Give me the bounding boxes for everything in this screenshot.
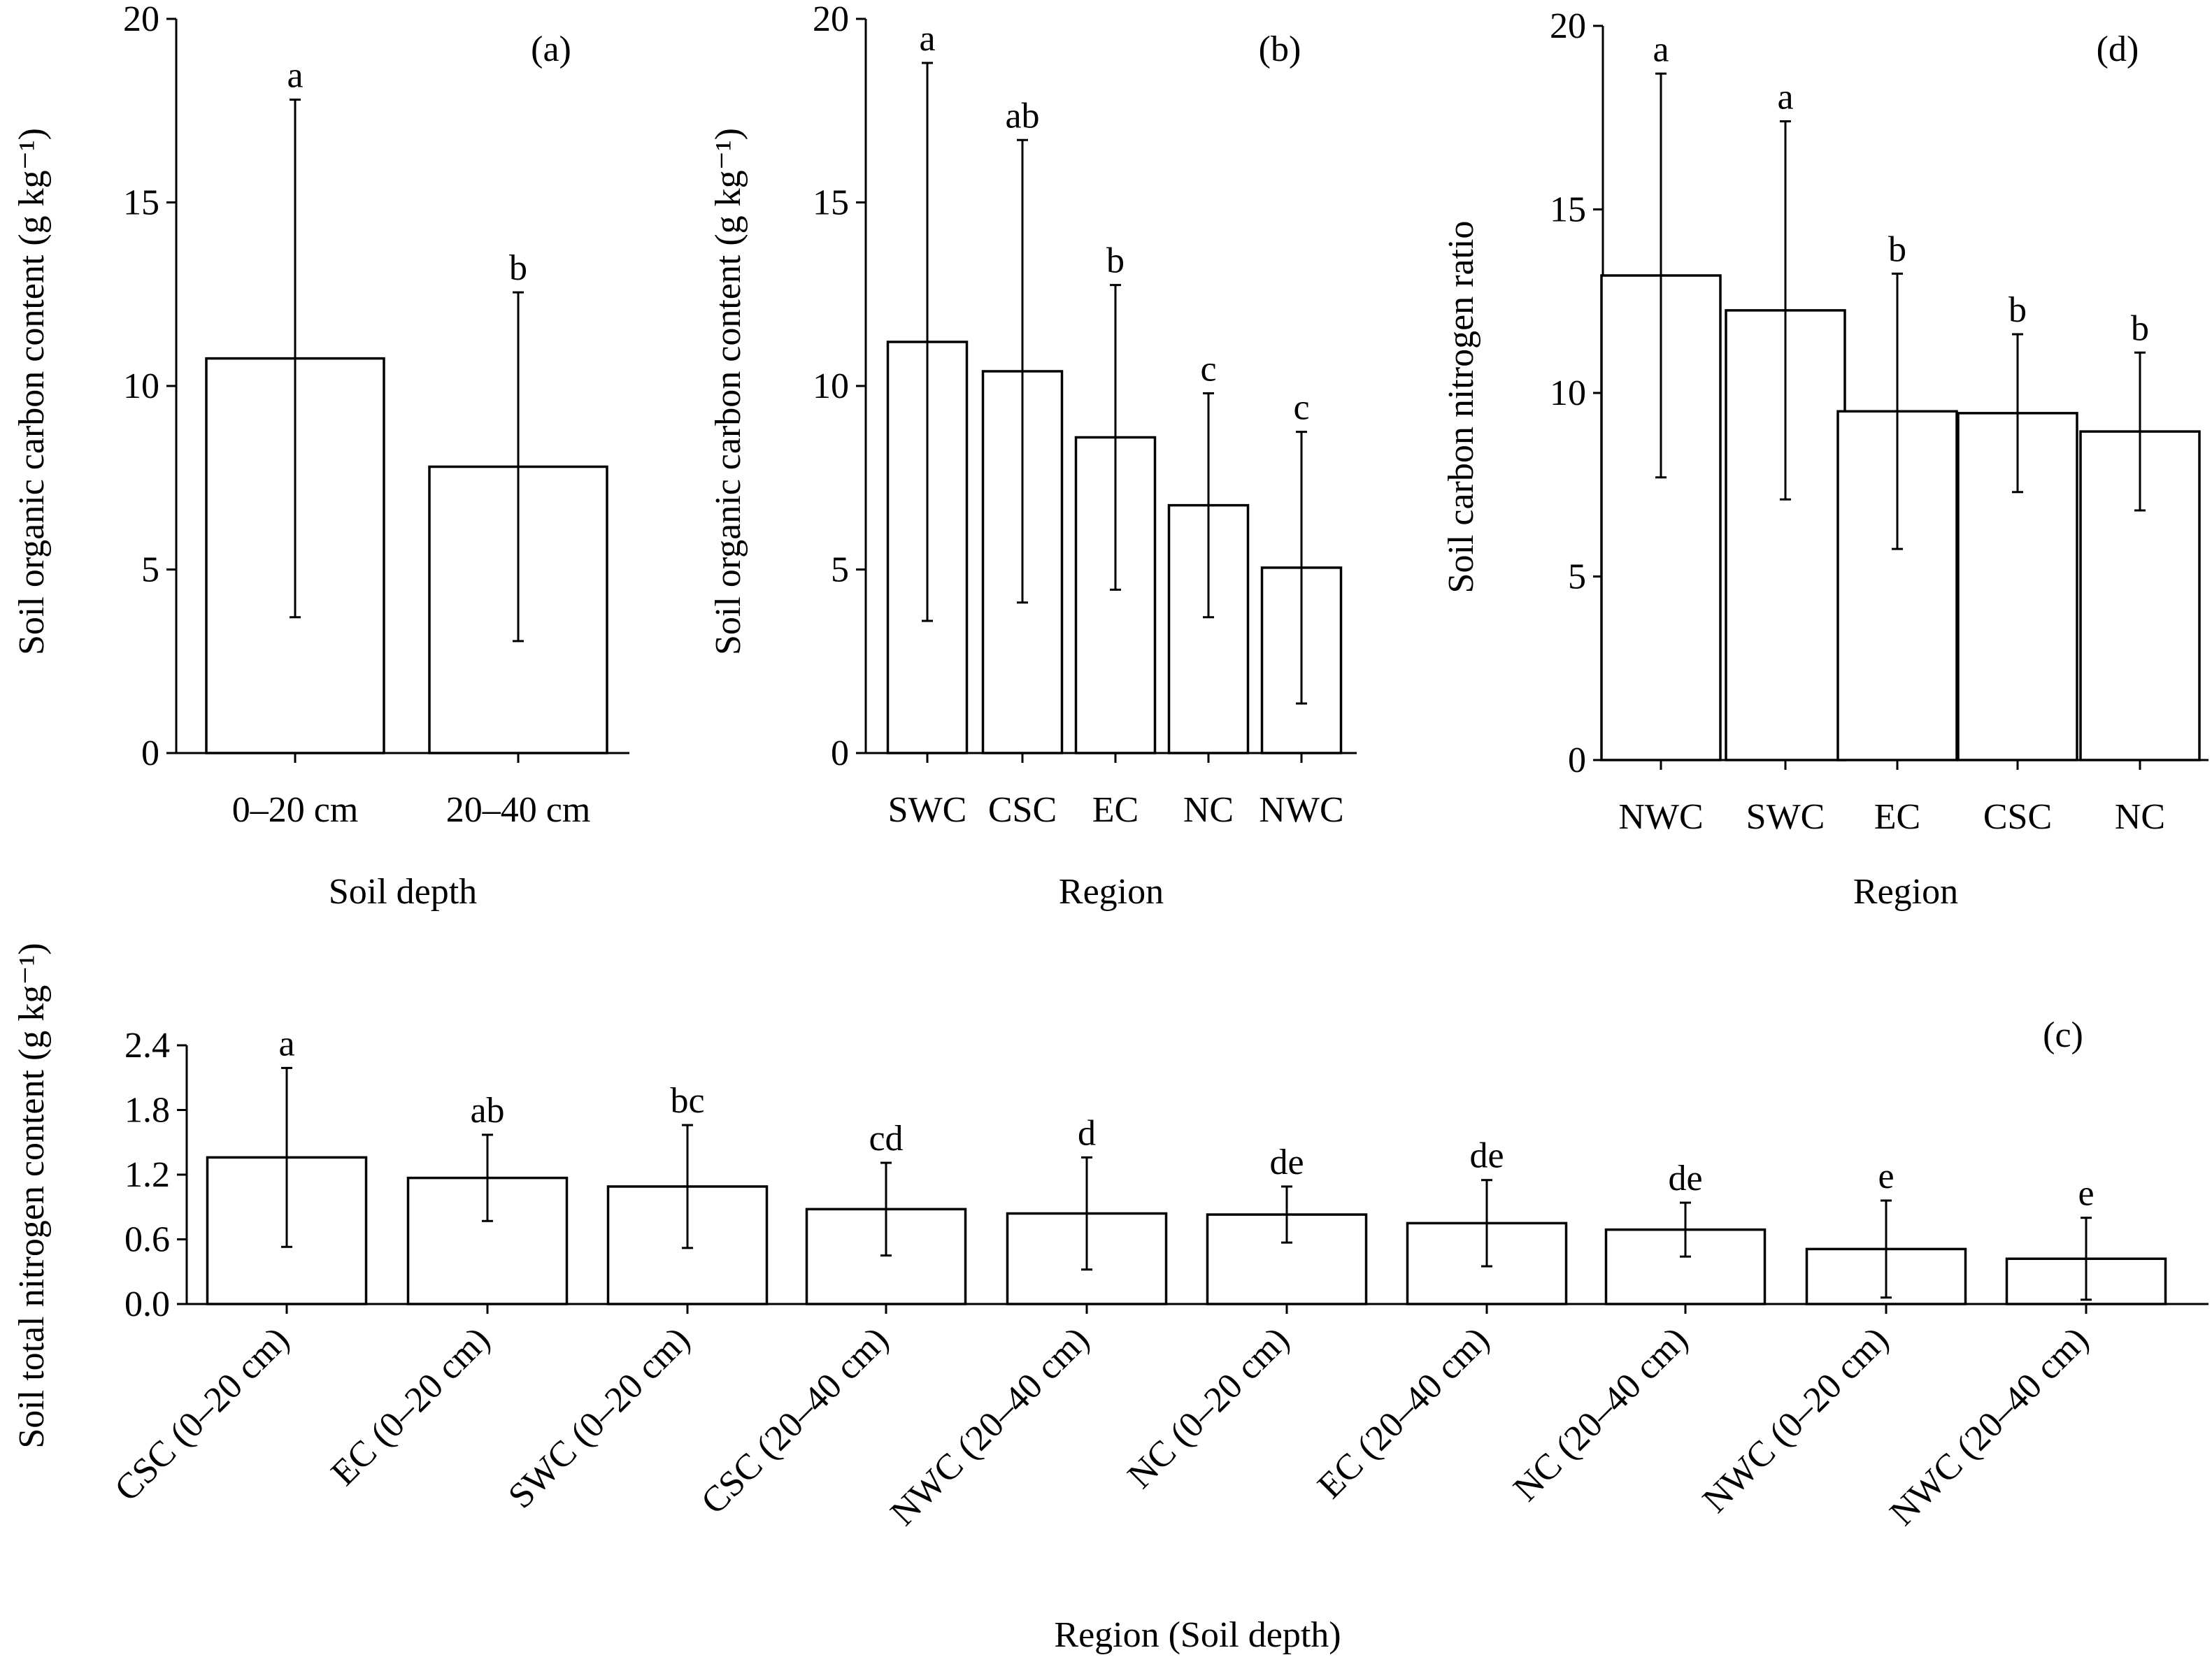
y-axis-title: Soil organic carbon content (g kg⁻¹) (12, 128, 52, 655)
x-axis-title: Soil depth (329, 872, 477, 912)
y-tick-label: 15 (813, 183, 849, 223)
significance-letter: b (1106, 241, 1125, 281)
x-tick-label: EC (0–20 cm) (324, 1319, 498, 1493)
significance-letter: a (1653, 29, 1669, 69)
panel-label: (c) (2043, 1015, 2083, 1055)
y-axis-title: Soil total nitrogen content (g kg⁻¹) (12, 943, 52, 1448)
chart-panel-c: 0.0 0.6 1.2 1.8 2.4 a CSC (0–20 cm) ab EC (0–20 … (12, 943, 2209, 1655)
y-tick-label: 0 (1568, 740, 1586, 780)
y-tick-label: 10 (1550, 373, 1586, 413)
significance-letter: b (509, 248, 527, 288)
x-tick-label: NWC (20–40 cm) (883, 1319, 1097, 1533)
y-axis-title: Soil carbon nitrogen ratio (1441, 221, 1481, 594)
significance-letter: a (919, 19, 935, 59)
x-tick-label: SWC (0–20 cm) (501, 1319, 697, 1516)
x-tick-label: EC (20–40 cm) (1310, 1319, 1497, 1506)
y-tick-label: 20 (813, 0, 849, 39)
y-tick-label: 0 (141, 733, 159, 773)
panel-label: (b) (1259, 29, 1301, 69)
x-tick-label: NC (0–20 cm) (1120, 1319, 1297, 1496)
y-axis-title: Soil organic carbon content (g kg⁻¹) (708, 128, 748, 655)
x-tick-label: NWC (1259, 790, 1343, 830)
y-tick-label: 15 (1550, 190, 1586, 230)
y-tick-label: 20 (123, 0, 159, 39)
x-tick-label: EC (1092, 790, 1139, 830)
significance-letter: ab (470, 1091, 504, 1131)
significance-letter: a (278, 1024, 294, 1063)
significance-letter: e (2078, 1174, 2094, 1214)
x-axis-title: Region (1059, 872, 1164, 912)
significance-letter: e (1878, 1156, 1894, 1196)
y-tick-label: 5 (1568, 557, 1586, 597)
x-tick-label: CSC (1983, 797, 2052, 837)
significance-letter: de (1668, 1159, 1702, 1198)
significance-letter: a (1777, 78, 1793, 117)
y-tick-label: 0.0 (124, 1284, 170, 1324)
x-axis-title: Region (Soil depth) (1054, 1615, 1341, 1655)
chart-panel-b: 0 5 10 15 20 a SWC ab CSC b EC c NC c NWC (b) Region Soil… (708, 0, 1357, 912)
significance-letter: a (287, 56, 303, 96)
x-tick-label: CSC (988, 790, 1057, 830)
significance-letter: de (1469, 1136, 1504, 1176)
y-tick-label: 2.4 (124, 1026, 170, 1066)
panel-label: (d) (2097, 29, 2139, 69)
x-tick-label: CSC (20–40 cm) (694, 1319, 897, 1522)
x-tick-label: CSC (0–20 cm) (107, 1319, 297, 1509)
x-tick-label: NC (2115, 797, 2165, 837)
significance-letter: bc (670, 1081, 704, 1121)
y-tick-label: 0.6 (124, 1220, 170, 1260)
y-tick-label: 10 (813, 366, 849, 406)
significance-letter: ab (1005, 96, 1039, 136)
panel-label: (a) (531, 29, 571, 69)
x-tick-label: SWC (1746, 797, 1825, 837)
y-tick-label: 1.8 (124, 1091, 170, 1131)
x-tick-label: NWC (20–40 cm) (1883, 1319, 2097, 1533)
chart-panel-a: 0 5 10 15 20 a 0–20 cm b 20–40 cm (a) Soil depth So… (12, 0, 629, 912)
significance-letter: d (1078, 1113, 1096, 1153)
y-tick-label: 1.2 (124, 1155, 170, 1195)
y-tick-label: 10 (123, 366, 159, 406)
x-tick-label: EC (1874, 797, 1920, 837)
x-tick-label: SWC (888, 790, 967, 830)
chart-panel-d: 0 5 10 15 20 a NWC a SWC b EC b CSC b NC (d) Region Soil … (1441, 6, 2209, 912)
significance-letter: c (1293, 388, 1309, 428)
x-axis-title: Region (1853, 872, 1958, 912)
y-tick-label: 0 (831, 733, 849, 773)
x-tick-label: NC (20–40 cm) (1506, 1319, 1695, 1509)
significance-letter: cd (869, 1119, 903, 1159)
x-tick-label: NC (1183, 790, 1234, 830)
y-tick-label: 20 (1550, 6, 1586, 46)
significance-letter: b (2131, 308, 2149, 348)
significance-letter: b (1888, 229, 1906, 269)
x-tick-label: NWC (1618, 797, 1703, 837)
significance-letter: b (2008, 290, 2027, 330)
significance-letter: de (1269, 1142, 1304, 1182)
significance-letter: c (1200, 350, 1216, 389)
x-tick-label: 20–40 cm (446, 790, 591, 830)
y-tick-label: 5 (831, 550, 849, 590)
x-tick-label: NWC (0–20 cm) (1695, 1319, 1896, 1520)
y-tick-label: 5 (141, 550, 159, 590)
x-tick-label: 0–20 cm (232, 790, 359, 830)
y-tick-label: 15 (123, 183, 159, 223)
